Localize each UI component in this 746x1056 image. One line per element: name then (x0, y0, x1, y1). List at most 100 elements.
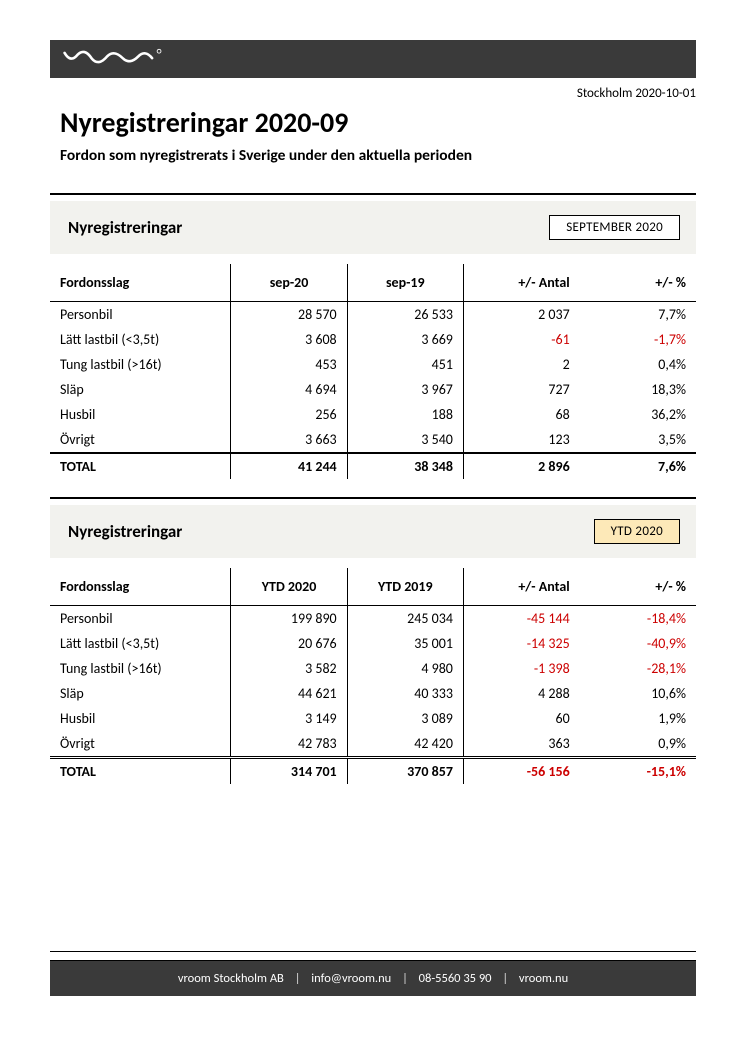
total-diff: -56 156 (463, 758, 579, 785)
vroom-logo-icon (62, 46, 201, 72)
footer-company: vroom Stockholm AB (178, 971, 284, 986)
table-ytd: Fordonsslag YTD 2020 YTD 2019 +/- Antal … (50, 568, 696, 784)
cell-diff: 727 (463, 377, 579, 402)
section-rule (50, 497, 696, 499)
section-title: Nyregistreringar (68, 521, 182, 542)
table-row: Husbil2561886836,2% (50, 402, 696, 427)
cell-diff: 68 (463, 402, 579, 427)
cell-value: 245 034 (347, 606, 463, 632)
cell-label: Personbil (50, 606, 231, 632)
cell-pct: -28,1% (580, 656, 696, 681)
cell-label: Husbil (50, 402, 231, 427)
period-badge-month: SEPTEMBER 2020 (549, 215, 680, 240)
cell-value: 451 (347, 352, 463, 377)
total-value: 314 701 (231, 758, 347, 785)
cell-pct: 3,5% (580, 427, 696, 453)
cell-value: 4 980 (347, 656, 463, 681)
table-total-row: TOTAL41 24438 3482 8967,6% (50, 453, 696, 479)
cell-label: Lätt lastbil (<3,5t) (50, 327, 231, 352)
cell-value: 188 (347, 402, 463, 427)
total-label: TOTAL (50, 758, 231, 785)
cell-value: 42 420 (347, 731, 463, 758)
table-row: Tung lastbil (>16t)3 5824 980-1 398-28,1… (50, 656, 696, 681)
table-row: Släp44 62140 3334 28810,6% (50, 681, 696, 706)
cell-pct: -1,7% (580, 327, 696, 352)
total-value: 38 348 (347, 453, 463, 479)
cell-label: Släp (50, 681, 231, 706)
col-header: sep-20 (231, 264, 347, 302)
cell-label: Släp (50, 377, 231, 402)
col-header: sep-19 (347, 264, 463, 302)
cell-label: Husbil (50, 706, 231, 731)
cell-diff: -45 144 (463, 606, 579, 632)
cell-pct: -40,9% (580, 631, 696, 656)
cell-value: 35 001 (347, 631, 463, 656)
period-badge-ytd: YTD 2020 (594, 519, 680, 544)
table-row: Lätt lastbil (<3,5t)3 6083 669-61-1,7% (50, 327, 696, 352)
cell-pct: 0,9% (580, 731, 696, 758)
section-header-ytd: Nyregistreringar YTD 2020 (50, 505, 696, 558)
total-pct: 7,6% (580, 453, 696, 479)
date-location: Stockholm 2020-10-01 (50, 86, 696, 101)
cell-value: 28 570 (231, 302, 347, 328)
footer-bar: vroom Stockholm AB | info@vroom.nu | 08-… (50, 960, 696, 996)
cell-value: 3 669 (347, 327, 463, 352)
cell-pct: 18,3% (580, 377, 696, 402)
cell-value: 3 608 (231, 327, 347, 352)
cell-label: Övrigt (50, 427, 231, 453)
footer-separator: | (402, 971, 408, 986)
cell-value: 3 582 (231, 656, 347, 681)
col-header: Fordonsslag (50, 264, 231, 302)
cell-pct: 1,9% (580, 706, 696, 731)
cell-pct: -18,4% (580, 606, 696, 632)
total-label: TOTAL (50, 453, 231, 479)
cell-diff: 4 288 (463, 681, 579, 706)
table-header-row: Fordonsslag YTD 2020 YTD 2019 +/- Antal … (50, 568, 696, 606)
total-value: 41 244 (231, 453, 347, 479)
cell-diff: 2 037 (463, 302, 579, 328)
cell-label: Lätt lastbil (<3,5t) (50, 631, 231, 656)
cell-label: Personbil (50, 302, 231, 328)
section-header-month: Nyregistreringar SEPTEMBER 2020 (50, 201, 696, 254)
footer-email: info@vroom.nu (311, 971, 391, 986)
cell-value: 3 149 (231, 706, 347, 731)
cell-label: Övrigt (50, 731, 231, 758)
cell-value: 44 621 (231, 681, 347, 706)
cell-value: 453 (231, 352, 347, 377)
cell-pct: 7,7% (580, 302, 696, 328)
footer-rule (50, 951, 696, 952)
table-row: Tung lastbil (>16t)45345120,4% (50, 352, 696, 377)
cell-pct: 10,6% (580, 681, 696, 706)
footer-separator: | (295, 971, 301, 986)
cell-value: 199 890 (231, 606, 347, 632)
header-logo-bar (50, 40, 696, 78)
cell-pct: 0,4% (580, 352, 696, 377)
table-row: Husbil3 1493 089601,9% (50, 706, 696, 731)
table-month: Fordonsslag sep-20 sep-19 +/- Antal +/- … (50, 264, 696, 479)
col-header: +/- % (580, 264, 696, 302)
col-header: +/- Antal (463, 264, 579, 302)
table-row: Övrigt42 78342 4203630,9% (50, 731, 696, 758)
col-header: +/- Antal (463, 568, 579, 606)
col-header: YTD 2019 (347, 568, 463, 606)
page-subtitle: Fordon som nyregistrerats i Sverige unde… (60, 146, 696, 165)
cell-value: 3 967 (347, 377, 463, 402)
footer-web: vroom.nu (519, 971, 568, 986)
table-row: Personbil28 57026 5332 0377,7% (50, 302, 696, 328)
page-title: Nyregistreringar 2020-09 (60, 105, 696, 140)
cell-value: 26 533 (347, 302, 463, 328)
table-row: Övrigt3 6633 5401233,5% (50, 427, 696, 453)
total-pct: -15,1% (580, 758, 696, 785)
cell-diff: 123 (463, 427, 579, 453)
cell-label: Tung lastbil (>16t) (50, 656, 231, 681)
cell-value: 3 663 (231, 427, 347, 453)
cell-value: 256 (231, 402, 347, 427)
cell-label: Tung lastbil (>16t) (50, 352, 231, 377)
cell-diff: -61 (463, 327, 579, 352)
cell-pct: 36,2% (580, 402, 696, 427)
col-header: YTD 2020 (231, 568, 347, 606)
cell-diff: 2 (463, 352, 579, 377)
cell-value: 4 694 (231, 377, 347, 402)
cell-value: 40 333 (347, 681, 463, 706)
table-row: Personbil199 890245 034-45 144-18,4% (50, 606, 696, 632)
